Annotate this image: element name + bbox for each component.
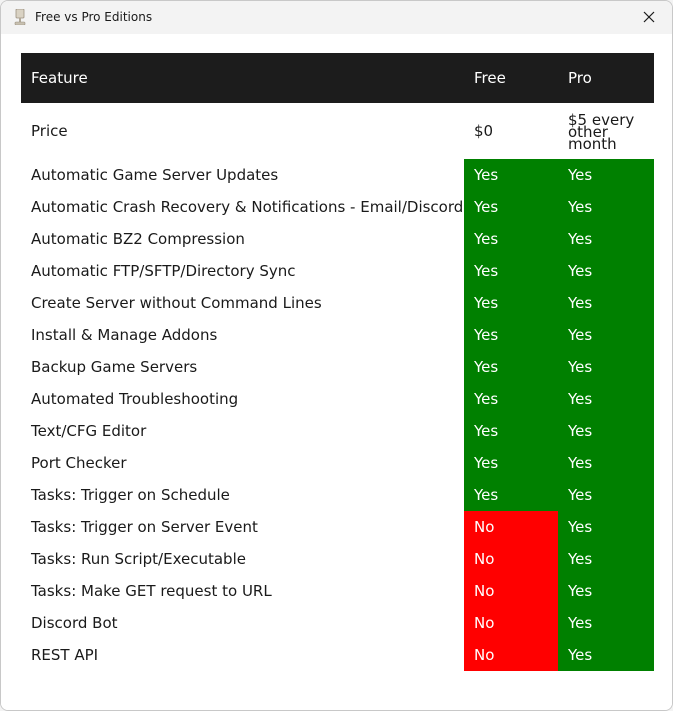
feature-name: Automatic Crash Recovery & Notifications… <box>31 198 464 216</box>
table-row: Discord Bot No Yes <box>21 607 654 639</box>
header-free: Free <box>474 69 506 87</box>
content-area: Feature Free Pro Price $0 $5 every other… <box>1 34 672 710</box>
pro-value: Yes <box>558 319 654 351</box>
pro-value: Yes <box>558 415 654 447</box>
feature-name: Install & Manage Addons <box>31 326 218 344</box>
pro-value: Yes <box>558 223 654 255</box>
table-row: Tasks: Run Script/Executable No Yes <box>21 543 654 575</box>
table-row: Automatic BZ2 Compression Yes Yes <box>21 223 654 255</box>
window-title: Free vs Pro Editions <box>35 10 153 24</box>
free-value: Yes <box>464 351 558 383</box>
pro-value: Yes <box>558 191 654 223</box>
pro-value: Yes <box>558 287 654 319</box>
price-row: Price $0 $5 every other month <box>21 103 654 159</box>
table-row: Automated Troubleshooting Yes Yes <box>21 383 654 415</box>
free-value: Yes <box>464 479 558 511</box>
feature-name: Tasks: Make GET request to URL <box>31 582 272 600</box>
feature-name: Tasks: Run Script/Executable <box>31 550 246 568</box>
table-header: Feature Free Pro <box>21 53 654 103</box>
free-value: No <box>464 575 558 607</box>
pro-value: Yes <box>558 511 654 543</box>
table-row: Tasks: Make GET request to URL No Yes <box>21 575 654 607</box>
feature-name: Port Checker <box>31 454 127 472</box>
table-row: REST API No Yes <box>21 639 654 671</box>
table-row: Automatic FTP/SFTP/Directory Sync Yes Yes <box>21 255 654 287</box>
title-bar[interactable]: Free vs Pro Editions <box>1 1 672 34</box>
feature-name: Automatic BZ2 Compression <box>31 230 245 248</box>
header-pro: Pro <box>568 69 592 87</box>
feature-name: Automatic Game Server Updates <box>31 166 279 184</box>
feature-rows: Automatic Game Server Updates Yes Yes Autom… <box>21 159 654 671</box>
free-value: No <box>464 511 558 543</box>
price-free: $0 <box>474 122 494 140</box>
table-row: Port Checker Yes Yes <box>21 447 654 479</box>
pro-value: Yes <box>558 479 654 511</box>
free-value: Yes <box>464 191 558 223</box>
pro-value: Yes <box>558 383 654 415</box>
header-feature: Feature <box>31 69 88 87</box>
free-value: Yes <box>464 447 558 479</box>
feature-name: Automatic FTP/SFTP/Directory Sync <box>31 262 296 280</box>
table-row: Automatic Crash Recovery & Notifications… <box>21 191 654 223</box>
table-row: Tasks: Trigger on Schedule Yes Yes <box>21 479 654 511</box>
table-row: Backup Game Servers Yes Yes <box>21 351 654 383</box>
free-value: Yes <box>464 255 558 287</box>
feature-name: Discord Bot <box>31 614 118 632</box>
table-row: Tasks: Trigger on Server Event No Yes <box>21 511 654 543</box>
free-value: Yes <box>464 223 558 255</box>
free-value: No <box>464 639 558 671</box>
pro-value: Yes <box>558 543 654 575</box>
close-button[interactable] <box>626 1 672 34</box>
pro-value: Yes <box>558 351 654 383</box>
free-value: No <box>464 543 558 575</box>
comparison-table: Feature Free Pro Price $0 $5 every other… <box>21 53 654 671</box>
feature-name: Backup Game Servers <box>31 358 198 376</box>
feature-name: Tasks: Trigger on Server Event <box>31 518 258 536</box>
close-icon <box>643 8 655 27</box>
table-row: Install & Manage Addons Yes Yes <box>21 319 654 351</box>
free-value: Yes <box>464 287 558 319</box>
feature-name: REST API <box>31 646 99 664</box>
price-pro: $5 every other month <box>568 111 635 153</box>
table-row: Create Server without Command Lines Yes Ye… <box>21 287 654 319</box>
pro-value: Yes <box>558 159 654 191</box>
pro-value: Yes <box>558 575 654 607</box>
price-label: Price <box>31 122 68 140</box>
table-row: Text/CFG Editor Yes Yes <box>21 415 654 447</box>
pro-value: Yes <box>558 447 654 479</box>
pro-value: Yes <box>558 639 654 671</box>
free-value: Yes <box>464 159 558 191</box>
free-value: Yes <box>464 319 558 351</box>
pro-value: Yes <box>558 255 654 287</box>
feature-name: Tasks: Trigger on Schedule <box>31 486 230 504</box>
feature-name: Create Server without Command Lines <box>31 294 322 312</box>
table-row: Automatic Game Server Updates Yes Yes <box>21 159 654 191</box>
pro-value: Yes <box>558 607 654 639</box>
feature-name: Text/CFG Editor <box>31 422 147 440</box>
free-value: Yes <box>464 383 558 415</box>
feature-name: Automated Troubleshooting <box>31 390 239 408</box>
free-value: No <box>464 607 558 639</box>
free-value: Yes <box>464 415 558 447</box>
app-icon <box>13 8 27 26</box>
